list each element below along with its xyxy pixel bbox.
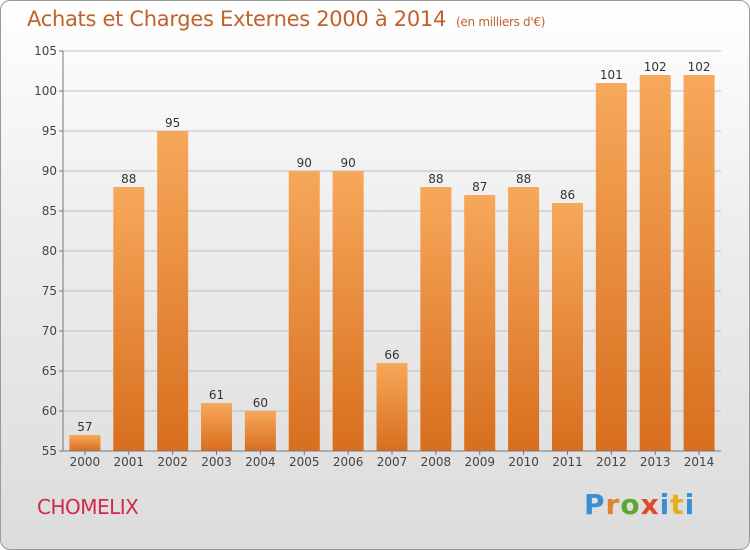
data-label-2011: 86	[560, 188, 575, 202]
bar-2002	[157, 131, 189, 451]
bar-2014	[683, 75, 715, 451]
data-label-2006: 90	[340, 156, 355, 170]
y-tick-label: 65	[42, 364, 57, 378]
x-tick-label: 2007	[377, 455, 408, 469]
x-tick-label: 2013	[640, 455, 671, 469]
y-tick-label: 100	[34, 84, 57, 98]
x-tick-label: 2008	[421, 455, 452, 469]
data-label-2014: 102	[688, 60, 711, 74]
bar-2006	[332, 171, 364, 451]
x-tick-label: 2000	[70, 455, 101, 469]
bar-2009	[464, 195, 496, 451]
data-label-2002: 95	[165, 116, 180, 130]
bar-2013	[639, 75, 671, 451]
data-label-2012: 101	[600, 68, 623, 82]
bar-2004	[244, 411, 276, 451]
data-label-2010: 88	[516, 172, 531, 186]
data-label-2000: 57	[77, 420, 92, 434]
bars: 57 88 95 61 60 90 90 66 88 87 88 86 101 102 102	[69, 60, 715, 451]
y-tick-label: 80	[42, 244, 57, 258]
logo-letter: P	[584, 488, 606, 521]
data-label-2003: 61	[209, 388, 224, 402]
chart-title: Achats et Charges Externes 2000 à 2014 (e…	[27, 7, 545, 31]
y-tick-label: 55	[42, 444, 57, 458]
x-tick-label: 2010	[508, 455, 539, 469]
y-tick-label: 85	[42, 204, 57, 218]
data-label-2004: 60	[253, 396, 268, 410]
x-tick-label: 2014	[684, 455, 715, 469]
x-tick-label: 2011	[552, 455, 583, 469]
bar-2010	[508, 187, 540, 451]
logo-letter: o	[620, 488, 641, 521]
bar-2005	[288, 171, 320, 451]
bar-2003	[201, 403, 233, 451]
x-tick-label: 2001	[114, 455, 145, 469]
x-tick-label: 2002	[157, 455, 188, 469]
y-tick-label: 70	[42, 324, 57, 338]
data-label-2005: 90	[297, 156, 312, 170]
logo-letter: i	[684, 488, 696, 521]
data-label-2007: 66	[384, 348, 399, 362]
y-tick-label: 90	[42, 164, 57, 178]
x-tick-label: 2006	[333, 455, 364, 469]
x-tick-label: 2005	[289, 455, 320, 469]
x-tick-label: 2009	[464, 455, 495, 469]
axes: 55 60 65 70 75 80 85 90 95 100 105 2000 2001 2002 2003…	[34, 44, 721, 469]
logo-letter: i	[659, 488, 671, 521]
y-tick-label: 105	[34, 44, 57, 58]
y-tick-label: 75	[42, 284, 57, 298]
data-label-2013: 102	[644, 60, 667, 74]
bar-2000	[69, 435, 101, 451]
data-label-2001: 88	[121, 172, 136, 186]
data-label-2008: 88	[428, 172, 443, 186]
x-tick-label: 2003	[201, 455, 232, 469]
logo-letter: t	[670, 488, 685, 521]
title-unit: (en milliers d'€)	[456, 15, 546, 29]
logo-letter: r	[605, 488, 621, 521]
x-tick-label: 2004	[245, 455, 276, 469]
bar-2008	[420, 187, 452, 451]
bar-2001	[113, 187, 145, 451]
data-label-2009: 87	[472, 180, 487, 194]
bar-2012	[595, 83, 627, 451]
y-tick-label: 95	[42, 124, 57, 138]
proxiti-logo: Proxiti	[584, 488, 695, 521]
commune-name: CHOMELIX	[37, 495, 139, 519]
logo-letter: x	[640, 488, 660, 521]
y-tick-label: 60	[42, 404, 57, 418]
title-text: Achats et Charges Externes 2000 à 2014	[27, 7, 447, 31]
x-tick-label: 2012	[596, 455, 627, 469]
bar-2007	[376, 363, 408, 451]
bar-2011	[551, 203, 583, 451]
